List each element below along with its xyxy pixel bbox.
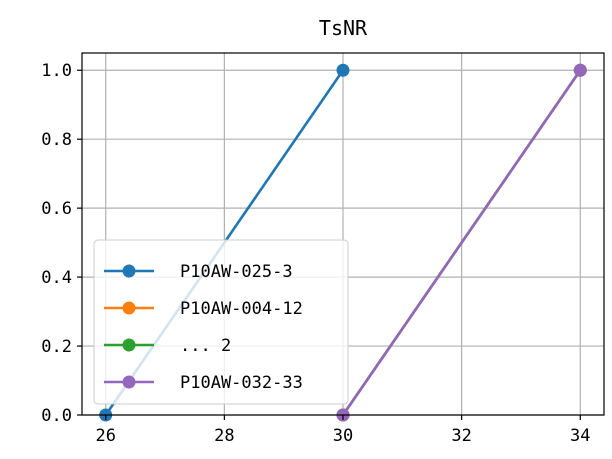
x-tick-label: 26 xyxy=(95,426,115,446)
x-tick-label: 30 xyxy=(333,426,353,446)
legend-box xyxy=(93,239,349,405)
legend-label: P10AW-004-12 xyxy=(180,299,303,319)
legend-marker xyxy=(122,338,136,352)
axis-ticks: 26 28 30 32 34 0.0 0.2 0.4 0.6 0.8 1.0 xyxy=(41,61,590,446)
data-point xyxy=(336,63,350,77)
legend-marker xyxy=(122,264,136,278)
x-tick-label: 34 xyxy=(570,426,590,446)
legend-entry: P10AW-032-33 xyxy=(104,373,303,393)
legend-marker xyxy=(122,375,136,389)
y-tick-label: 0.0 xyxy=(41,406,72,426)
y-tick-label: 0.4 xyxy=(41,268,72,288)
chart-title: TsNR xyxy=(319,16,368,40)
legend-label: P10AW-032-33 xyxy=(180,373,303,393)
y-tick-label: 0.6 xyxy=(41,199,72,219)
data-point xyxy=(573,63,587,77)
legend-label: ... 2 xyxy=(180,336,231,356)
y-tick-label: 0.2 xyxy=(41,337,72,357)
y-tick-label: 1.0 xyxy=(41,61,72,81)
series-line xyxy=(341,69,582,416)
y-tick-label: 0.8 xyxy=(41,130,72,150)
legend-label: P10AW-025-3 xyxy=(180,262,293,282)
legend-entry: P10AW-004-12 xyxy=(104,299,303,319)
legend: P10AW-025-3 P10AW-004-12 ... 2 P10AW-032-33 xyxy=(93,239,349,405)
x-tick-label: 32 xyxy=(451,426,471,446)
x-tick-label: 28 xyxy=(214,426,234,446)
legend-entry: ... 2 xyxy=(104,336,231,356)
legend-marker xyxy=(122,301,136,315)
legend-entry: P10AW-025-3 xyxy=(104,262,293,282)
